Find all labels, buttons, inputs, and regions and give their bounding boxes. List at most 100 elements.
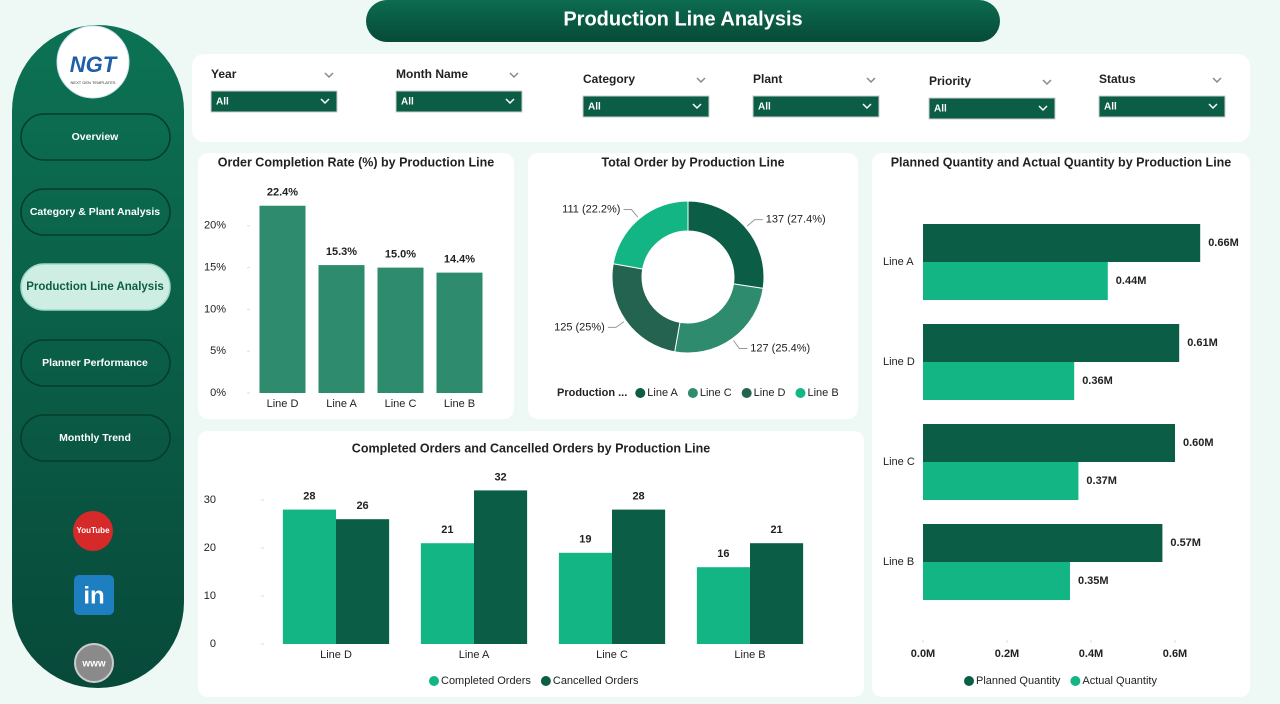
bar [420,543,474,644]
chart-title: Planned Quantity and Actual Quantity by … [891,155,1232,169]
bar [436,272,483,393]
legend-swatch [1070,676,1081,686]
legend-label: Line D [754,387,786,399]
legend-swatch [687,388,698,398]
filter-label: Month Name [396,67,468,81]
bar [923,462,1079,500]
bar [923,562,1070,600]
legend-label: Actual Quantity [1082,675,1157,687]
chevron [1042,79,1052,86]
data-label: 26 [356,500,368,512]
y-tick-label: 5% [210,345,226,357]
legend-swatch [540,676,551,686]
legend-label: Line B [807,387,838,399]
nav-label: Category & Plant Analysis [30,206,160,218]
bar [923,324,1180,362]
filter-dropdown[interactable] [395,90,523,113]
chevron [320,98,330,105]
y-tick-label: 0% [210,387,226,399]
web-icon[interactable] [74,643,114,683]
youtube-icon[interactable] [73,511,113,551]
bar [474,490,528,644]
chevron [692,103,702,110]
chevron [505,98,515,105]
bar [318,265,365,393]
chart-title: Total Order by Production Line [601,155,784,169]
data-label: 16 [717,548,729,560]
legend-label: Cancelled Orders [553,675,639,687]
data-label: 0.36M [1082,375,1113,387]
y-tick-label: Line C [883,456,915,468]
legend-swatch [741,388,752,398]
sidebar [12,25,184,688]
data-label: 28 [303,491,315,503]
data-label: 137 (27.4%) [766,214,826,226]
x-tick-label: Line C [385,398,417,410]
data-label: 21 [441,524,453,536]
data-label: 111 (22.2%) [562,203,620,215]
filter-label: Plant [753,72,782,86]
linkedin-icon[interactable] [74,575,114,615]
data-label: 14.4% [444,254,475,266]
filter-label: Category [583,72,635,86]
nav-button[interactable] [20,263,171,311]
filter-label: Priority [929,74,971,88]
chevron [1038,105,1048,112]
data-label: 0.35M [1078,575,1109,587]
data-label: 22.4% [267,187,298,199]
web-label: www [81,659,106,670]
leader-line [607,321,625,328]
data-label: 125 (25%) [554,321,605,333]
legend-label: Line C [700,387,732,399]
filter-dropdown[interactable] [210,90,338,113]
filter-dropdown[interactable] [1098,95,1226,118]
youtube-label: YouTube [76,526,110,535]
nav-button[interactable] [20,113,171,161]
filter-dropdown[interactable] [928,97,1056,120]
x-tick-label: Line D [320,649,352,661]
legend-swatch [795,388,806,398]
data-label: 0.57M [1170,537,1201,549]
bar [750,543,804,644]
nav-label: Planner Performance [42,357,148,369]
nav-button[interactable] [20,339,171,387]
bar [696,567,750,644]
nav-button[interactable] [20,188,171,236]
x-tick-label: Line B [444,398,475,410]
x-tick-label: Line C [596,649,628,661]
y-tick-label: 0 [210,638,216,650]
data-label: 21 [770,524,782,536]
page-title: Production Line Analysis [563,8,802,30]
leader-line [623,209,639,218]
filter-dropdown[interactable] [752,95,880,118]
x-tick-label: Line A [326,398,357,410]
nav-label: Overview [72,131,120,143]
chart-title: Order Completion Rate (%) by Production … [218,155,494,169]
data-label: 0.44M [1116,275,1147,287]
chart-panel [528,153,858,419]
nav-button[interactable] [20,414,171,462]
leader-line [733,340,748,350]
chevron [696,77,706,84]
legend-title: Production ... [557,387,627,399]
legend-swatch [635,388,646,398]
pie-slice [612,200,689,270]
data-label: 0.66M [1208,237,1239,249]
x-tick-label: Line A [459,649,490,661]
data-label: 19 [579,534,591,546]
x-tick-label: 0.2M [995,648,1019,660]
y-tick-label: 10% [204,303,226,315]
legend-swatch [429,676,439,686]
data-label: 0.60M [1183,437,1214,449]
y-tick-label: 30 [204,494,216,506]
data-label: 0.37M [1086,475,1117,487]
x-tick-label: 0.6M [1163,648,1187,660]
bar [558,552,612,644]
filter-panel [192,54,1250,142]
filter-dropdown[interactable] [582,95,710,118]
bar [377,267,424,393]
data-label: 15.3% [326,246,357,258]
legend-label: Line A [647,387,678,399]
